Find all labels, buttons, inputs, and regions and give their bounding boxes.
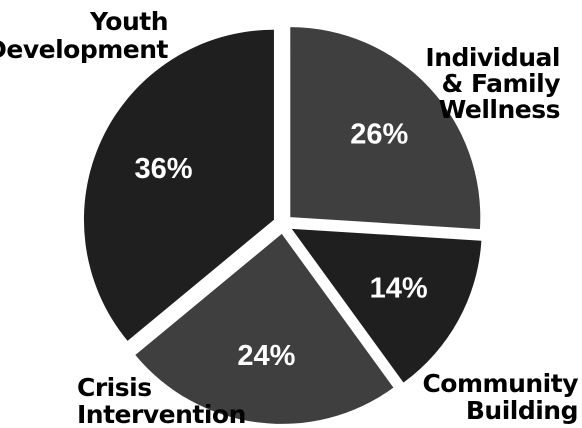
slice-value-label: 36% [135, 153, 193, 185]
slice-category-label-line: Youth [89, 7, 168, 36]
pie-slice [83, 29, 274, 341]
slice-category-label: Crisis Intervention [77, 373, 246, 428]
slice-category-label-line: Individual [425, 43, 560, 72]
slice-value-label: 14% [370, 273, 428, 305]
pie-slices [83, 27, 482, 424]
percentage-labels: 26% 14% 24% 36% [135, 119, 428, 372]
slice-category-label: Youth Development [0, 7, 169, 64]
category-labels: Individual & Family Wellness Community Build… [0, 7, 579, 428]
pie-slice [135, 233, 394, 424]
pie-slice [290, 27, 481, 230]
pie-slice [291, 228, 482, 383]
slice-value-label: 24% [237, 340, 295, 372]
slice-value-label: 26% [350, 119, 408, 151]
slice-category-label-line: Wellness [439, 95, 560, 124]
slice-category-label-line: Development [0, 35, 169, 64]
slice-category-label-line: Crisis [77, 373, 152, 402]
slice-category-label-line: & Family [442, 69, 561, 98]
slice-category-label-line: Intervention [77, 400, 246, 428]
slice-category-label: Individual & Family Wellness [425, 43, 560, 124]
slice-category-label-line: Building [466, 396, 578, 425]
slice-category-label: Community Building [422, 369, 578, 425]
slice-category-label-line: Community [422, 369, 578, 398]
